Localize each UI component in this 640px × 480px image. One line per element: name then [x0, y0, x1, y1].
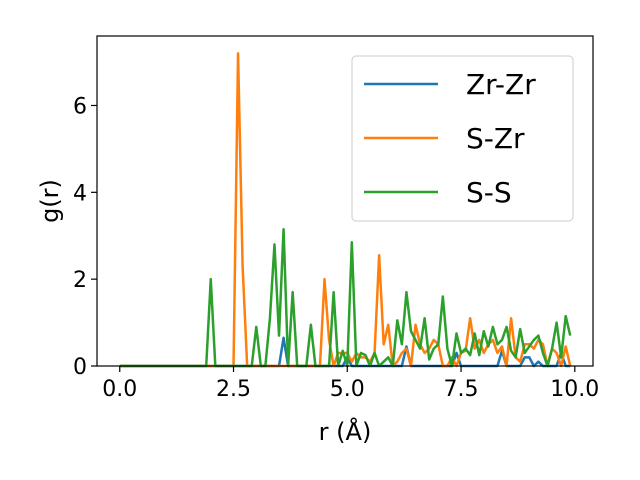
y-axis: 0 2 4 6	[73, 94, 97, 380]
x-tick-label: 7.5	[444, 377, 479, 402]
y-tick-label: 6	[73, 94, 87, 119]
y-tick-label: 0	[73, 355, 87, 380]
legend-label-s-zr: S-Zr	[466, 122, 525, 155]
series-line-s-zr	[119, 52, 572, 368]
legend: Zr-Zr S-Zr S-S	[351, 55, 574, 222]
legend-box	[351, 55, 574, 222]
x-axis-title: r (Å)	[319, 417, 372, 446]
x-axis: 0.0 2.5 5.0 7.5 10.0	[102, 366, 599, 402]
plot-frame	[96, 35, 594, 367]
x-tick-label: 5.0	[330, 377, 365, 402]
legend-label-s-s: S-S	[466, 176, 512, 209]
y-tick-label: 4	[73, 181, 87, 206]
legend-label-zr-zr: Zr-Zr	[466, 68, 536, 101]
y-axis-title: g(r)	[36, 179, 64, 223]
x-tick-label: 0.0	[102, 377, 137, 402]
x-tick-label: 2.5	[216, 377, 251, 402]
x-tick-label: 10.0	[550, 377, 599, 402]
y-tick-label: 2	[73, 268, 87, 293]
